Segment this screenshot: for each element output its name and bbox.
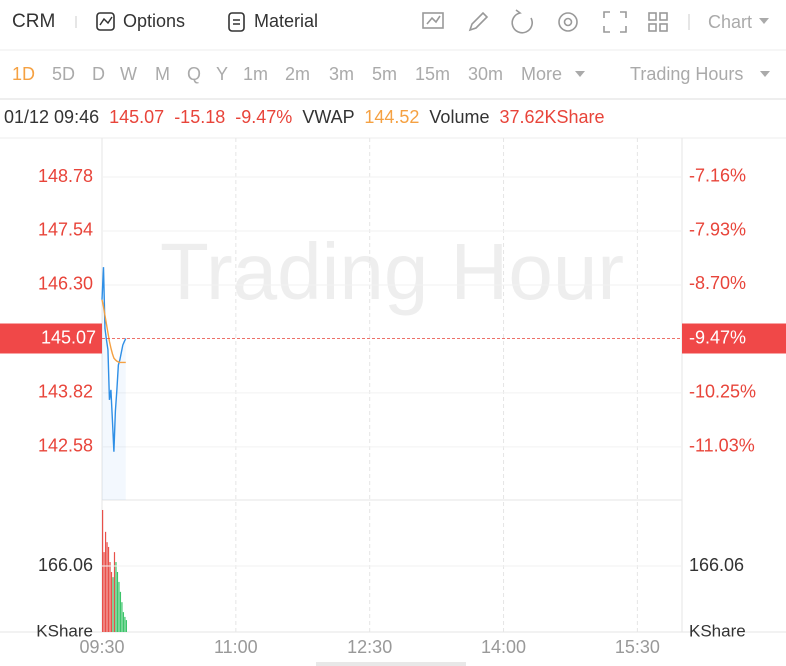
volume-value: 37.62KShare — [499, 107, 604, 127]
y2-tick-label: -8.70% — [689, 273, 746, 293]
price-marker-label: 145.07 — [41, 327, 96, 347]
volume-bar — [119, 591, 122, 632]
y-tick-label: 147.54 — [38, 220, 93, 240]
x-tick-label: 12:30 — [347, 637, 392, 657]
options-icon — [96, 12, 115, 31]
x-tick-label: 14:00 — [481, 637, 526, 657]
volume-bar — [113, 552, 116, 632]
volume-bar — [109, 562, 111, 632]
volume-bar — [122, 612, 125, 632]
period-option[interactable]: M — [155, 64, 170, 84]
dropdown-arrow — [575, 71, 585, 77]
period-option[interactable]: Y — [216, 64, 228, 84]
layout-icon — [648, 23, 657, 32]
volume-bar — [106, 542, 108, 632]
period-option[interactable]: 15m — [415, 64, 450, 84]
pct-marker-label: -9.47% — [689, 327, 746, 347]
period-option[interactable]: 1m — [243, 64, 268, 84]
price-line — [101, 267, 127, 452]
scrollbar[interactable] — [316, 662, 466, 666]
indicator-icon[interactable] — [422, 12, 444, 29]
y2-tick-label: -7.16% — [689, 166, 746, 186]
volume-label: Volume — [429, 107, 489, 127]
layout-icon — [659, 23, 668, 32]
y2-tick-label: -10.25% — [689, 381, 756, 401]
tool-icons — [422, 9, 668, 34]
quote-price: 145.07 — [109, 107, 164, 127]
y-tick-label: 148.78 — [38, 166, 93, 186]
unit-label: KShare — [689, 621, 746, 640]
volume-bar — [121, 602, 123, 632]
period-option[interactable]: Q — [187, 64, 201, 84]
price-area — [102, 267, 126, 500]
material-icon — [228, 12, 245, 32]
period-option[interactable]: More — [521, 64, 562, 84]
volume-bar — [103, 552, 105, 632]
period-bar: 1D 5D D W M Q Y 1m 2m 3m 5m 15m 30m More — [12, 64, 585, 84]
quote-time: 01/12 09:46 — [4, 107, 99, 127]
period-option[interactable]: D — [92, 64, 105, 84]
y2-tick-label: -7.93% — [689, 219, 746, 239]
quote-change: -15.18 — [174, 107, 225, 127]
vwap-label: VWAP — [302, 107, 354, 127]
material-button[interactable]: Material — [254, 11, 318, 31]
y2-tick-label: -11.03% — [689, 436, 755, 456]
volume-bar — [118, 581, 120, 632]
volume-bar — [107, 546, 110, 632]
quote-line: 01/12 09:46 145.07 -15.18 -9.47% VWAP 14… — [4, 107, 605, 127]
x-tick-label: 09:30 — [79, 637, 124, 657]
y-tick-label: 146.30 — [38, 274, 93, 294]
period-option[interactable]: 2m — [285, 64, 310, 84]
indicator-icon-line — [426, 15, 441, 25]
quote-change-pct: -9.47% — [235, 107, 292, 127]
x-tick-label: 11:00 — [214, 637, 258, 657]
volume-bar — [116, 571, 119, 632]
volume-bar — [115, 562, 117, 632]
layout-icon[interactable] — [648, 12, 657, 21]
period-option[interactable]: 1D — [12, 64, 35, 84]
price-line — [101, 299, 126, 364]
period-option[interactable]: 3m — [329, 64, 354, 84]
fullscreen-icon[interactable] — [603, 11, 627, 33]
period-option[interactable]: 5m — [372, 64, 397, 84]
dropdown-arrow — [759, 18, 769, 24]
unit-label: KShare — [36, 621, 93, 640]
settings-icon-core — [563, 17, 573, 27]
symbol[interactable]: CRM — [12, 11, 55, 32]
volume-bar — [110, 571, 113, 632]
pct-marker-box — [682, 323, 786, 354]
y-tick-label: 142.58 — [38, 436, 93, 456]
volume-bar — [124, 616, 126, 632]
period-option[interactable]: 5D — [52, 64, 75, 84]
period-option[interactable]: 30m — [468, 64, 503, 84]
settings-icon[interactable] — [558, 12, 578, 32]
y-tick-label: 143.82 — [38, 382, 93, 402]
reset-icon[interactable] — [511, 9, 533, 34]
y2-tick-label: 166.06 — [689, 555, 744, 575]
volume-bar — [125, 620, 127, 632]
layout-icon — [659, 12, 668, 21]
watermark: Trading Hour — [160, 227, 624, 316]
y-tick-label: 166.06 — [38, 555, 93, 575]
dropdown-arrow — [760, 71, 770, 77]
draw-icon[interactable] — [468, 11, 489, 32]
chart-style-select[interactable]: Chart — [708, 12, 752, 32]
session-select[interactable]: Trading Hours — [630, 64, 743, 84]
x-tick-label: 15:30 — [615, 637, 660, 657]
volume-bar — [112, 577, 114, 632]
period-option[interactable]: W — [120, 64, 137, 84]
volume-bar — [102, 509, 104, 632]
volume-bar — [104, 531, 107, 632]
price-marker-box — [0, 323, 102, 354]
options-icon-line — [99, 16, 113, 26]
vwap-value: 144.52 — [364, 107, 419, 127]
options-button[interactable]: Options — [123, 11, 185, 31]
